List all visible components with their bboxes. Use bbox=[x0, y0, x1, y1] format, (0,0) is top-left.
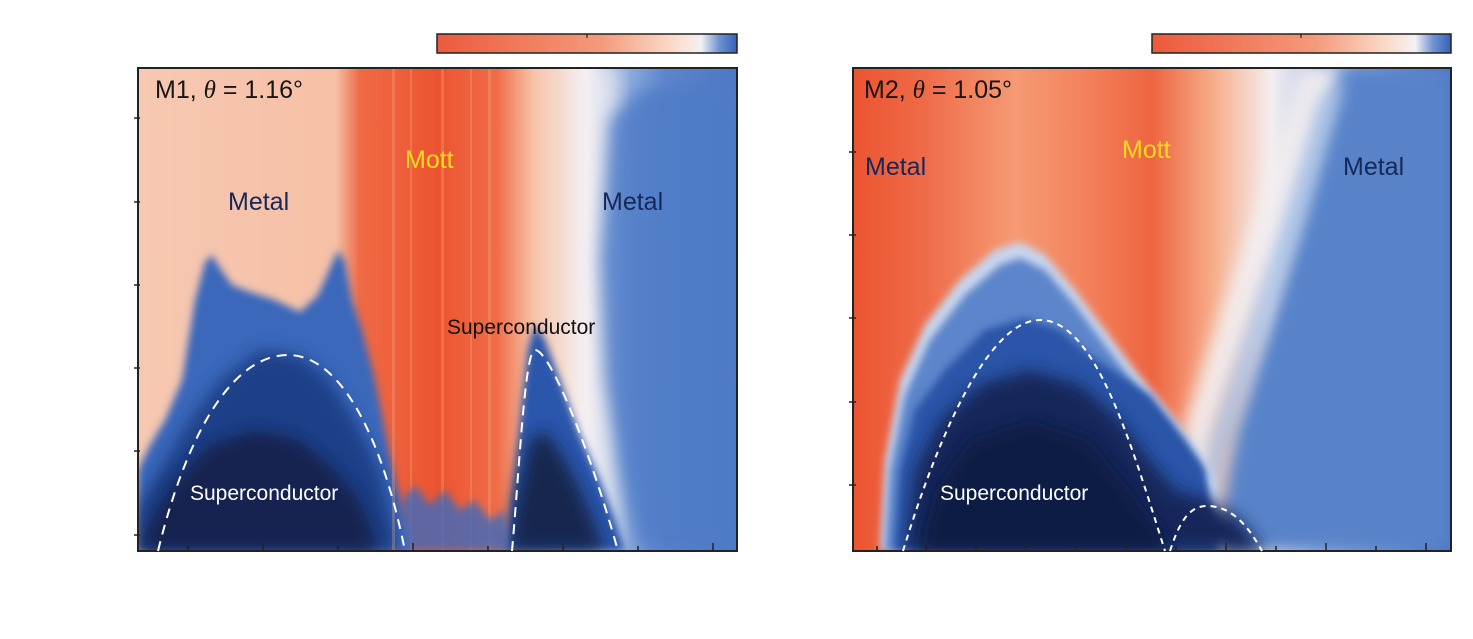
heatmap-left bbox=[138, 68, 737, 551]
region-label-superconductor-b: Superconductor bbox=[940, 482, 1088, 505]
region-label-mott-b: Mott bbox=[1122, 136, 1171, 164]
panel-left: M1, θ = 1.16° Metal Mott Metal Supercond… bbox=[134, 34, 737, 551]
region-label-metal-left: Metal bbox=[228, 188, 289, 216]
panel-right: M2, θ = 1.05° Metal Mott Metal Supercond… bbox=[849, 34, 1451, 551]
region-label-superconductor-right: Superconductor bbox=[447, 316, 595, 339]
region-label-metal-left-b: Metal bbox=[865, 153, 926, 181]
region-label-metal-right: Metal bbox=[602, 188, 663, 216]
region-label-metal-right-b: Metal bbox=[1343, 153, 1404, 181]
region-label-mott: Mott bbox=[405, 146, 454, 174]
panel-left-title: M1, θ = 1.16° bbox=[155, 76, 303, 104]
panel-right-title: M2, θ = 1.05° bbox=[864, 76, 1012, 104]
region-label-superconductor-left: Superconductor bbox=[190, 482, 338, 505]
